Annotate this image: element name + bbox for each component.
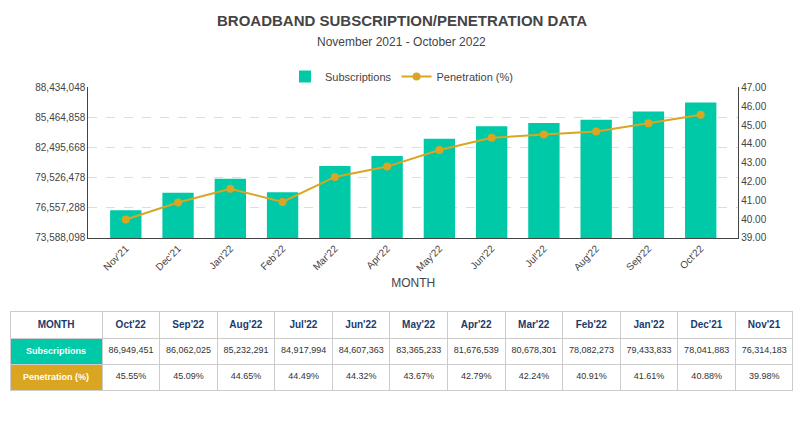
svg-text:BROADBAND SUBSCRIPTION/PENETRA: BROADBAND SUBSCRIPTION/PENETRATION DATA <box>217 12 587 29</box>
svg-text:Subscriptions: Subscriptions <box>26 346 86 356</box>
svg-text:42.79%: 42.79% <box>461 371 492 381</box>
svg-text:81,676,539: 81,676,539 <box>454 345 499 355</box>
svg-text:88,434,048: 88,434,048 <box>35 82 85 93</box>
svg-text:85,464,858: 85,464,858 <box>35 112 85 123</box>
svg-text:Jan'22: Jan'22 <box>633 319 664 330</box>
svg-text:May'22: May'22 <box>414 243 445 274</box>
svg-text:82,495,668: 82,495,668 <box>35 142 85 153</box>
svg-text:83,365,233: 83,365,233 <box>396 345 441 355</box>
svg-text:May'22: May'22 <box>402 319 435 330</box>
svg-text:45.55%: 45.55% <box>116 371 147 381</box>
svg-text:45.09%: 45.09% <box>173 371 204 381</box>
svg-text:Penetration (%): Penetration (%) <box>437 71 513 83</box>
svg-text:Sep'22: Sep'22 <box>172 319 204 330</box>
svg-text:76,314,183: 76,314,183 <box>742 345 787 355</box>
svg-text:Dec'21: Dec'21 <box>690 319 722 330</box>
svg-text:MONTH: MONTH <box>38 319 75 330</box>
svg-text:MONTH: MONTH <box>391 276 435 290</box>
svg-text:86,949,451: 86,949,451 <box>108 345 153 355</box>
svg-text:40.88%: 40.88% <box>691 371 722 381</box>
svg-text:Nov'21: Nov'21 <box>748 319 781 330</box>
svg-text:Oct'22: Oct'22 <box>116 319 147 330</box>
svg-text:November 2021 - October 2022: November 2021 - October 2022 <box>317 35 486 49</box>
svg-text:Jun'22: Jun'22 <box>468 243 497 272</box>
svg-text:Apr'22: Apr'22 <box>461 319 492 330</box>
svg-text:Mar'22: Mar'22 <box>518 319 550 330</box>
svg-text:40.00: 40.00 <box>741 214 766 225</box>
svg-text:44.00: 44.00 <box>741 138 766 149</box>
svg-text:Aug'22: Aug'22 <box>572 243 602 273</box>
svg-text:Jul'22: Jul'22 <box>523 243 549 269</box>
svg-text:42.00: 42.00 <box>741 176 766 187</box>
svg-text:41.61%: 41.61% <box>634 371 665 381</box>
svg-text:43.00: 43.00 <box>741 157 766 168</box>
svg-text:46.00: 46.00 <box>741 101 766 112</box>
svg-text:79,433,833: 79,433,833 <box>627 345 672 355</box>
svg-text:42.24%: 42.24% <box>519 371 550 381</box>
svg-text:Dec'21: Dec'21 <box>153 243 183 273</box>
svg-text:Jul'22: Jul'22 <box>289 319 317 330</box>
svg-text:Feb'22: Feb'22 <box>576 319 608 330</box>
svg-text:86,062,025: 86,062,025 <box>166 345 211 355</box>
svg-text:Aug'22: Aug'22 <box>229 319 262 330</box>
svg-text:43.67%: 43.67% <box>404 371 435 381</box>
svg-text:45.00: 45.00 <box>741 120 766 131</box>
svg-text:47.00: 47.00 <box>741 82 766 93</box>
svg-text:80,678,301: 80,678,301 <box>511 345 556 355</box>
svg-text:Apr'22: Apr'22 <box>364 243 392 271</box>
svg-text:44.65%: 44.65% <box>231 371 262 381</box>
svg-text:Jan'22: Jan'22 <box>207 243 236 272</box>
svg-text:39.98%: 39.98% <box>749 371 780 381</box>
svg-text:76,557,288: 76,557,288 <box>35 202 85 213</box>
svg-text:41.00: 41.00 <box>741 195 766 206</box>
svg-text:Jun'22: Jun'22 <box>345 319 377 330</box>
svg-text:Penetration (%): Penetration (%) <box>23 372 89 382</box>
svg-text:40.91%: 40.91% <box>576 371 607 381</box>
svg-text:78,082,273: 78,082,273 <box>569 345 614 355</box>
svg-text:44.49%: 44.49% <box>288 371 319 381</box>
svg-text:85,232,291: 85,232,291 <box>224 345 269 355</box>
svg-text:44.32%: 44.32% <box>346 371 377 381</box>
svg-text:Feb'22: Feb'22 <box>258 243 287 272</box>
svg-text:84,917,994: 84,917,994 <box>281 345 326 355</box>
svg-text:39.00: 39.00 <box>741 232 766 243</box>
svg-text:Sep'22: Sep'22 <box>624 243 654 273</box>
svg-text:Oct'22: Oct'22 <box>678 243 706 271</box>
svg-text:73,588,098: 73,588,098 <box>35 232 85 243</box>
svg-text:79,526,478: 79,526,478 <box>35 172 85 183</box>
svg-text:Mar'22: Mar'22 <box>311 243 340 272</box>
svg-text:78,041,883: 78,041,883 <box>684 345 729 355</box>
svg-text:Nov'21: Nov'21 <box>101 243 131 273</box>
svg-text:84,607,363: 84,607,363 <box>339 345 384 355</box>
svg-text:Subscriptions: Subscriptions <box>325 71 392 83</box>
